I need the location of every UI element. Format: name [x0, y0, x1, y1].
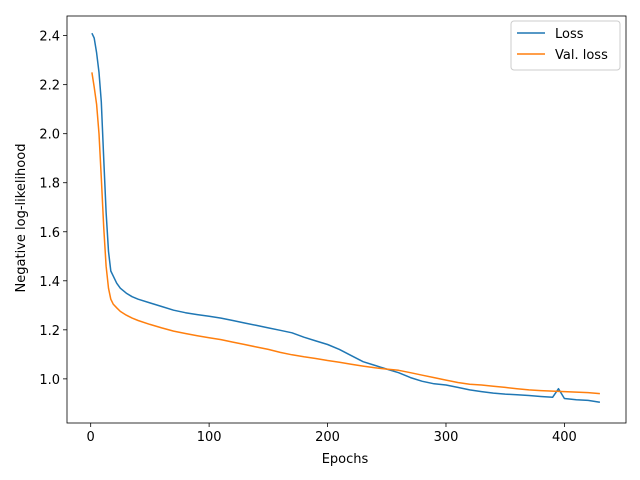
legend: Loss Val. loss — [510, 20, 621, 71]
x-axis-label: Epochs — [322, 452, 369, 467]
y-tick-label: 1.0 — [39, 373, 60, 388]
y-tick-label: 1.6 — [39, 226, 60, 241]
y-axis-label: Negative log-likelihood — [14, 144, 29, 293]
y-tick-label: 2.0 — [39, 128, 60, 143]
y-tick-label: 2.4 — [39, 30, 60, 45]
y-tick-label: 2.2 — [39, 79, 60, 94]
y-tick-label: 1.4 — [39, 275, 60, 290]
series-line-2 — [91, 72, 600, 395]
plot-area — [91, 32, 601, 403]
x-tick-label: 200 — [315, 430, 340, 445]
legend-label-1: Loss — [555, 27, 584, 42]
axes-frame — [66, 15, 627, 424]
x-tick-label: 0 — [87, 430, 95, 445]
x-tick-label: 100 — [197, 430, 222, 445]
legend-label-2: Val. loss — [555, 48, 608, 63]
y-tick-label: 1.2 — [39, 324, 60, 339]
axes: 0 100 200 300 400 1.0 1.2 1.4 1.6 1.8 2.0 2.2 2.4 — [39, 15, 627, 445]
x-tick-label: 300 — [434, 430, 459, 445]
series-line-1 — [91, 32, 601, 403]
y-tick-label: 1.8 — [39, 177, 60, 192]
x-tick-label: 400 — [552, 430, 577, 445]
